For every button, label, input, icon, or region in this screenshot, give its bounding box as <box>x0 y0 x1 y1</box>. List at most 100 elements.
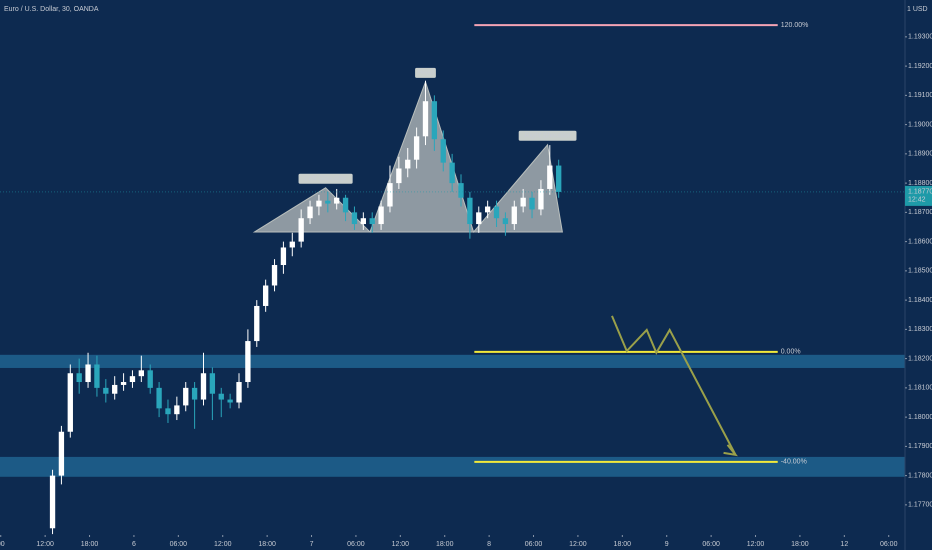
candle-body <box>520 197 526 207</box>
candle-body <box>493 206 500 219</box>
candle-body <box>316 200 322 207</box>
currency-label: 1 USD <box>907 6 928 13</box>
y-tick-label: 1.17900 <box>908 443 932 450</box>
head-shoulders-pattern <box>252 80 563 233</box>
candle-body <box>396 168 402 184</box>
candle-body <box>209 373 216 394</box>
x-tick-label: 8 <box>487 541 491 548</box>
candle-body <box>538 188 544 210</box>
candle-body <box>458 183 464 198</box>
candle-body <box>556 165 562 192</box>
level-label: 120.00% <box>781 22 809 29</box>
x-tick-label: 18:00 <box>81 541 99 548</box>
last-price-box <box>905 185 932 206</box>
candle-body <box>325 200 331 204</box>
candle-body <box>262 285 269 306</box>
candle-body <box>103 387 109 394</box>
y-tick-label: 1.18100 <box>908 385 932 392</box>
candle-body <box>547 165 553 189</box>
candle-body <box>271 265 278 286</box>
candle-body <box>431 101 438 140</box>
x-tick-label: 18:00 <box>791 541 809 548</box>
y-tick-label: 1.18600 <box>908 238 932 245</box>
candle-body <box>129 376 136 383</box>
candle-body <box>120 382 127 385</box>
x-tick-label: 12:00 <box>569 541 587 548</box>
x-tick-label: 06:00 <box>702 541 720 548</box>
x-tick-label: 18:00 <box>436 541 454 548</box>
y-tick-label: 1.17700 <box>908 502 932 509</box>
candle-body <box>227 399 233 403</box>
y-tick-label: 1.19100 <box>908 92 932 99</box>
candle-body <box>138 370 145 377</box>
pattern-label: Right Shoulder <box>524 133 571 140</box>
candle-body <box>342 197 349 213</box>
candle-body <box>280 247 287 266</box>
candle-body <box>49 475 56 529</box>
x-tick-label: 06:00 <box>880 541 898 548</box>
last-price-label: 1.18770 <box>908 189 932 196</box>
candle-body <box>387 183 393 207</box>
candle-body <box>156 387 162 409</box>
zone <box>0 456 905 477</box>
zone <box>0 354 905 368</box>
level-label: -40.00% <box>781 459 807 466</box>
candle-body <box>298 218 304 242</box>
pattern-label: Left Shoulder <box>305 176 347 183</box>
x-tick-label: 18:00 <box>258 541 276 548</box>
pattern-label: Head <box>417 70 435 77</box>
candle-body <box>476 212 482 225</box>
x-tick-label: 12 <box>840 541 848 548</box>
candle-body <box>369 218 375 225</box>
level-label: 0.00% <box>781 349 801 356</box>
candle-body <box>191 387 198 400</box>
candle-body <box>218 393 224 400</box>
y-tick-label: 1.19000 <box>908 121 932 128</box>
candle-body <box>378 206 384 225</box>
last-price-time: 12:42 <box>908 197 926 204</box>
candle-body <box>67 373 73 432</box>
y-tick-label: 1.18200 <box>908 355 932 362</box>
candle-body <box>254 305 260 342</box>
x-tick-label: 06:00 <box>347 541 365 548</box>
candle-body <box>200 373 207 400</box>
projection-path <box>611 315 737 456</box>
x-tick-label: 12:00 <box>214 541 232 548</box>
x-tick-label: 7 <box>310 541 314 548</box>
y-tick-label: 1.18700 <box>908 209 932 216</box>
candle-body <box>183 387 189 406</box>
candle-body <box>236 382 242 403</box>
y-tick-label: 1.18900 <box>908 151 932 158</box>
pattern-label-box <box>415 67 436 78</box>
candle-body <box>334 197 340 204</box>
candle-body <box>422 101 429 137</box>
candle-body <box>440 139 446 163</box>
candle-body <box>289 241 295 248</box>
projection-arrowhead <box>723 444 738 457</box>
chart-title: Euro / U.S. Dollar, 30, OANDA <box>4 6 99 13</box>
candle-body <box>511 206 517 225</box>
x-tick-label: 00 <box>0 541 5 548</box>
x-tick-label: 12:00 <box>747 541 765 548</box>
y-tick-label: 1.17800 <box>908 472 932 479</box>
y-tick-label: 1.18500 <box>908 268 932 275</box>
candle-body <box>484 206 491 213</box>
candle-body <box>58 431 65 476</box>
candle-body <box>174 405 180 415</box>
candle-body <box>85 364 91 383</box>
candle-body <box>94 364 100 388</box>
candle-body <box>360 218 366 225</box>
candle-body <box>502 218 509 225</box>
x-tick-label: 6 <box>132 541 136 548</box>
y-tick-label: 1.18000 <box>908 414 932 421</box>
candle-body <box>405 159 411 169</box>
candle-body <box>529 197 535 210</box>
x-tick-label: 12:00 <box>392 541 410 548</box>
x-tick-label: 12:00 <box>36 541 54 548</box>
candle-body <box>165 408 171 415</box>
pattern-label-box <box>518 130 577 141</box>
candle-body <box>351 212 358 225</box>
candle-body <box>147 370 153 388</box>
candle-body <box>449 162 455 184</box>
